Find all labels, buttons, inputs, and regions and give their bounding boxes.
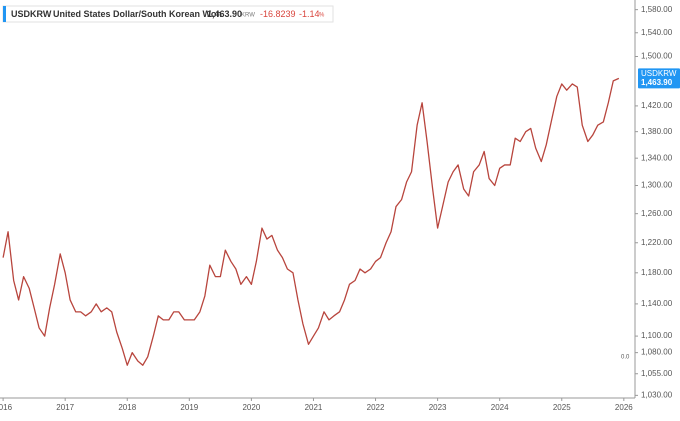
price-tag-value: 1,463.90 — [641, 78, 673, 87]
x-tick-label: 2016 — [0, 403, 13, 412]
y-tick-label: 1,100.00 — [641, 331, 673, 340]
y-tick-label: 1,500.00 — [641, 52, 673, 61]
price-line — [2, 77, 620, 366]
x-tick-label: 2021 — [305, 403, 323, 412]
percent-unit: % — [319, 13, 325, 19]
y-tick-label: 1,220.00 — [641, 238, 673, 247]
x-tick-label: 2019 — [180, 403, 198, 412]
instrument-name: United States Dollar/South Korean Won — [53, 9, 222, 19]
y-tick-label: 1,380.00 — [641, 127, 673, 136]
last-price: 1,463.90 — [207, 9, 242, 19]
y-tick-label: 1,180.00 — [641, 268, 673, 277]
y-tick-label: 1,080.00 — [641, 348, 673, 357]
header: USDKRW United States Dollar/South Korean… — [2, 5, 334, 23]
y-tick-label: 1,055.00 — [641, 369, 673, 378]
x-tick-label: 2023 — [429, 403, 447, 412]
x-tick-label: 2017 — [56, 403, 74, 412]
y-tick-label: 1,420.00 — [641, 101, 673, 110]
price-change: -16.8239 — [260, 9, 296, 19]
y-tick-label: 1,030.00 — [641, 390, 673, 399]
y-tick-label: 1,340.00 — [641, 153, 673, 162]
y-tick-label: 1,580.00 — [641, 5, 673, 14]
x-tick-label: 2025 — [553, 403, 571, 412]
y-tick-label: 1,300.00 — [641, 181, 673, 190]
price-tag — [638, 68, 680, 89]
header-accent — [3, 6, 6, 22]
x-tick-label: 2022 — [367, 403, 385, 412]
x-tick-label: 2018 — [118, 403, 136, 412]
x-tick-label: 2026 — [615, 403, 633, 412]
y-tick-label: 1,140.00 — [641, 299, 673, 308]
percent-change: -1.14 — [299, 9, 320, 19]
y-tick-label: 1,260.00 — [641, 209, 673, 218]
x-tick-label: 2020 — [242, 403, 260, 412]
y-tick-label: 1,540.00 — [641, 28, 673, 37]
symbol: USDKRW — [11, 9, 52, 19]
currency: KRW — [241, 13, 255, 19]
price-tag-symbol: USDKRW — [641, 69, 677, 78]
marker-label: 0.0 — [621, 355, 630, 361]
x-tick-label: 2024 — [491, 403, 509, 412]
